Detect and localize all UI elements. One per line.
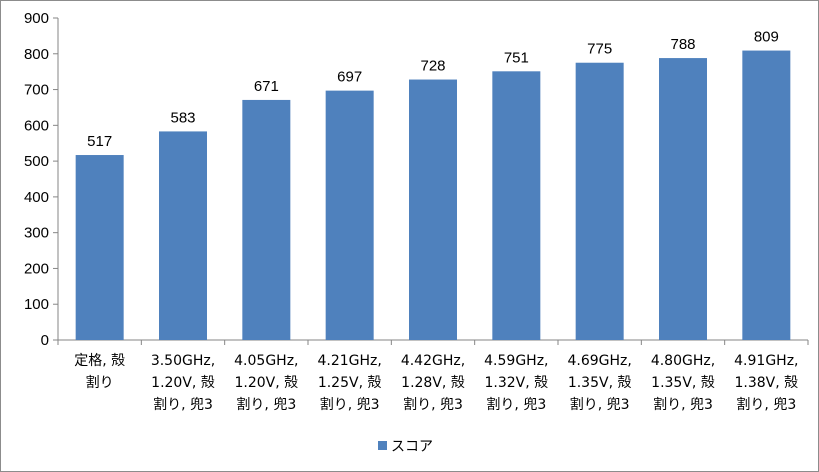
y-tick-label: 0 (41, 332, 49, 349)
x-tick-label: 4.69GHz, 1.35V, 殻割り, 兜3 (567, 353, 631, 413)
bar (325, 90, 374, 340)
data-label: 671 (254, 78, 279, 95)
x-tick-label: 4.05GHz, 1.20V, 殻割り, 兜3 (234, 353, 298, 413)
x-tick-label: 定格, 殻割り (74, 353, 125, 391)
bars: 517 583 671 697 728 751 775 788 809 (75, 29, 791, 341)
bar (492, 71, 541, 340)
bar (409, 79, 457, 340)
data-label: 751 (504, 49, 529, 66)
bar (159, 131, 207, 340)
bar (742, 50, 791, 341)
y-tick-label: 500 (24, 153, 49, 170)
x-tick-label: 4.42GHz, 1.28V, 殻割り, 兜3 (401, 353, 465, 413)
x-tick-label: 4.91GHz, 1.38V, 殻割り, 兜3 (734, 353, 798, 413)
y-axis: 0 100 200 300 400 500 600 700 800 900 (24, 10, 59, 349)
y-tick-label: 900 (24, 10, 49, 27)
y-tick-label: 800 (24, 46, 49, 63)
legend-label: スコア (391, 439, 433, 455)
legend-swatch (378, 441, 387, 450)
bar (242, 99, 291, 340)
y-tick-label: 100 (24, 296, 49, 313)
data-label: 728 (420, 58, 445, 75)
data-label: 697 (337, 69, 362, 86)
y-tick-label: 400 (24, 189, 49, 206)
y-tick-label: 300 (24, 225, 49, 242)
data-label: 775 (587, 41, 612, 58)
data-label: 788 (670, 36, 695, 53)
data-label: 583 (170, 109, 195, 126)
x-tick-label: 3.50GHz, 1.20V, 殻割り, 兜3 (151, 353, 215, 413)
bar (75, 155, 124, 340)
x-tick-label: 4.21GHz, 1.25V, 殻割り, 兜3 (317, 353, 381, 413)
data-label: 517 (87, 133, 112, 150)
y-tick-label: 200 (24, 260, 49, 277)
legend: スコア (378, 439, 433, 455)
y-tick-label: 600 (24, 117, 49, 134)
bar (659, 58, 707, 341)
y-tick-label: 700 (24, 82, 49, 99)
x-tick-label: 4.80GHz, 1.35V, 殻割り, 兜3 (651, 353, 715, 413)
x-axis: 定格, 殻割り 3.50GHz, 1.20V, 殻割り, 兜3 4.05GHz, 1.2… (57, 339, 809, 413)
x-tick-label: 4.59GHz, 1.32V, 殻割り, 兜3 (484, 353, 548, 413)
bar (575, 62, 624, 340)
data-label: 809 (754, 29, 779, 46)
